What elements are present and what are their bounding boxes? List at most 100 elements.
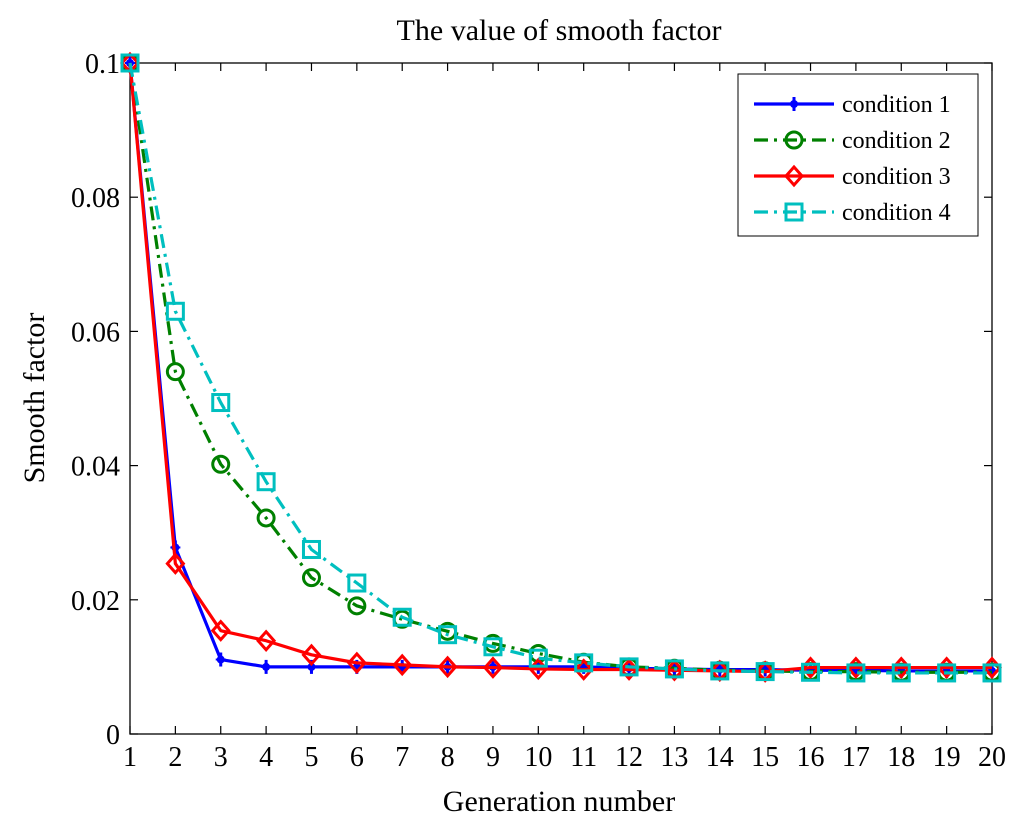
data-point-condition-2 [347,596,367,616]
data-point-condition-4-shape [483,637,503,657]
data-point-condition-4-shape [301,539,321,559]
data-point-condition-4 [528,648,548,668]
x-tick-label: 8 [441,742,455,773]
data-point-condition-2 [165,362,185,382]
data-point-condition-3 [165,552,186,575]
y-tick-label: 0.08 [71,183,120,214]
data-point-condition-4-shape [438,625,458,645]
data-point-condition-2 [211,454,231,474]
legend-marker-condition-4 [784,202,804,222]
x-tick-label: 1 [123,742,137,773]
data-point-condition-2-shape [347,596,367,616]
data-point-condition-4 [438,625,458,645]
data-point-condition-4 [846,663,866,683]
legend-marker-condition-3-shape [783,164,805,188]
legend-marker-condition-3 [783,164,805,188]
data-point-condition-4 [710,661,730,681]
data-point-condition-2-shape [211,454,231,474]
data-point-condition-4 [755,662,775,682]
x-axis-label: Generation number [443,785,675,818]
data-point-condition-3-shape [437,655,458,679]
data-point-condition-4 [664,659,684,679]
data-point-condition-4-shape [755,662,775,682]
data-point-condition-4 [937,663,957,683]
data-point-condition-3 [256,629,277,652]
data-point-condition-4-shape [937,663,957,683]
data-point-condition-4 [891,663,911,683]
data-point-condition-3-shape [392,653,413,677]
data-point-condition-4-shape [165,301,185,321]
data-point-condition-4 [120,53,140,73]
data-point-condition-4 [165,301,185,321]
data-point-condition-3-shape [256,629,277,652]
legend-marker-condition-2-shape [784,130,804,150]
x-tick-label: 5 [304,742,318,773]
legend-marker-condition-1 [789,97,799,111]
data-point-condition-3 [346,651,367,675]
y-tick-label: 0.02 [71,586,120,617]
data-point-condition-4 [347,573,367,593]
data-point-condition-2-shape [165,362,185,382]
data-point-condition-4 [801,662,821,682]
legend-label-condition-1: condition 1 [842,92,951,118]
data-point-condition-3-shape [346,651,367,675]
x-tick-label: 2 [168,742,182,773]
data-point-condition-2 [256,508,276,528]
chart-title: The value of smooth factor [397,14,722,47]
data-point-condition-4-shape [710,661,730,681]
legend: condition 1 condition 2 condition 3 conditi… [737,73,979,237]
y-tick-label: 0 [106,720,120,751]
data-point-condition-3-shape [573,658,594,681]
data-point-condition-4-shape [982,663,1002,683]
data-point-condition-2 [301,568,321,588]
data-point-condition-4-shape [801,662,821,682]
data-point-condition-4 [619,657,639,677]
data-point-condition-4-shape [664,659,684,679]
x-tick-label: 19 [933,742,961,773]
data-point-condition-2-shape [256,508,276,528]
data-point-condition-3 [301,643,322,667]
x-tick-label: 9 [486,742,500,773]
data-point-condition-4-shape [392,607,412,627]
legend-label-condition-3: condition 3 [842,164,951,190]
x-tick-label: 20 [978,742,1006,773]
y-tick-label: 0.06 [71,317,120,348]
data-point-condition-4 [982,663,1002,683]
plot-frame [129,62,993,735]
data-point-condition-1 [215,652,226,667]
data-point-condition-4-shape [528,648,548,668]
data-point-condition-4 [574,653,594,673]
data-point-condition-3-shape [210,619,231,642]
data-point-condition-4-shape [256,472,276,492]
legend-marker-condition-1-shape [790,100,798,108]
legend-box [737,73,979,237]
x-tick-label: 16 [797,742,825,773]
y-tick-label: 0.1 [85,49,120,80]
data-point-condition-4-shape [211,393,231,413]
data-point-condition-4 [301,539,321,559]
x-tick-label: 6 [350,742,364,773]
data-point-condition-4-shape [347,573,367,593]
data-point-condition-4-shape [120,53,140,73]
legend-marker-condition-2 [784,130,804,150]
x-tick-label: 17 [842,742,870,773]
data-point-condition-3 [482,656,503,679]
data-point-condition-4-shape [574,653,594,673]
legend-label-condition-4: condition 4 [842,200,951,226]
data-point-condition-3-shape [664,658,685,682]
x-tick-label: 13 [660,742,688,773]
legend-marker-condition-4-shape [784,202,804,222]
y-axis-label: Smooth factor [18,313,51,484]
data-point-condition-1 [261,659,272,674]
data-point-condition-4 [392,607,412,627]
data-point-condition-1-shape [262,662,271,671]
x-tick-label: 10 [524,742,552,773]
data-point-condition-4-shape [619,657,639,677]
data-point-condition-3 [210,619,231,642]
data-point-condition-3 [573,658,594,681]
x-tick-label: 3 [214,742,228,773]
data-point-condition-1-shape [216,655,225,664]
data-point-condition-4 [211,393,231,413]
x-tick-label: 11 [570,742,597,773]
